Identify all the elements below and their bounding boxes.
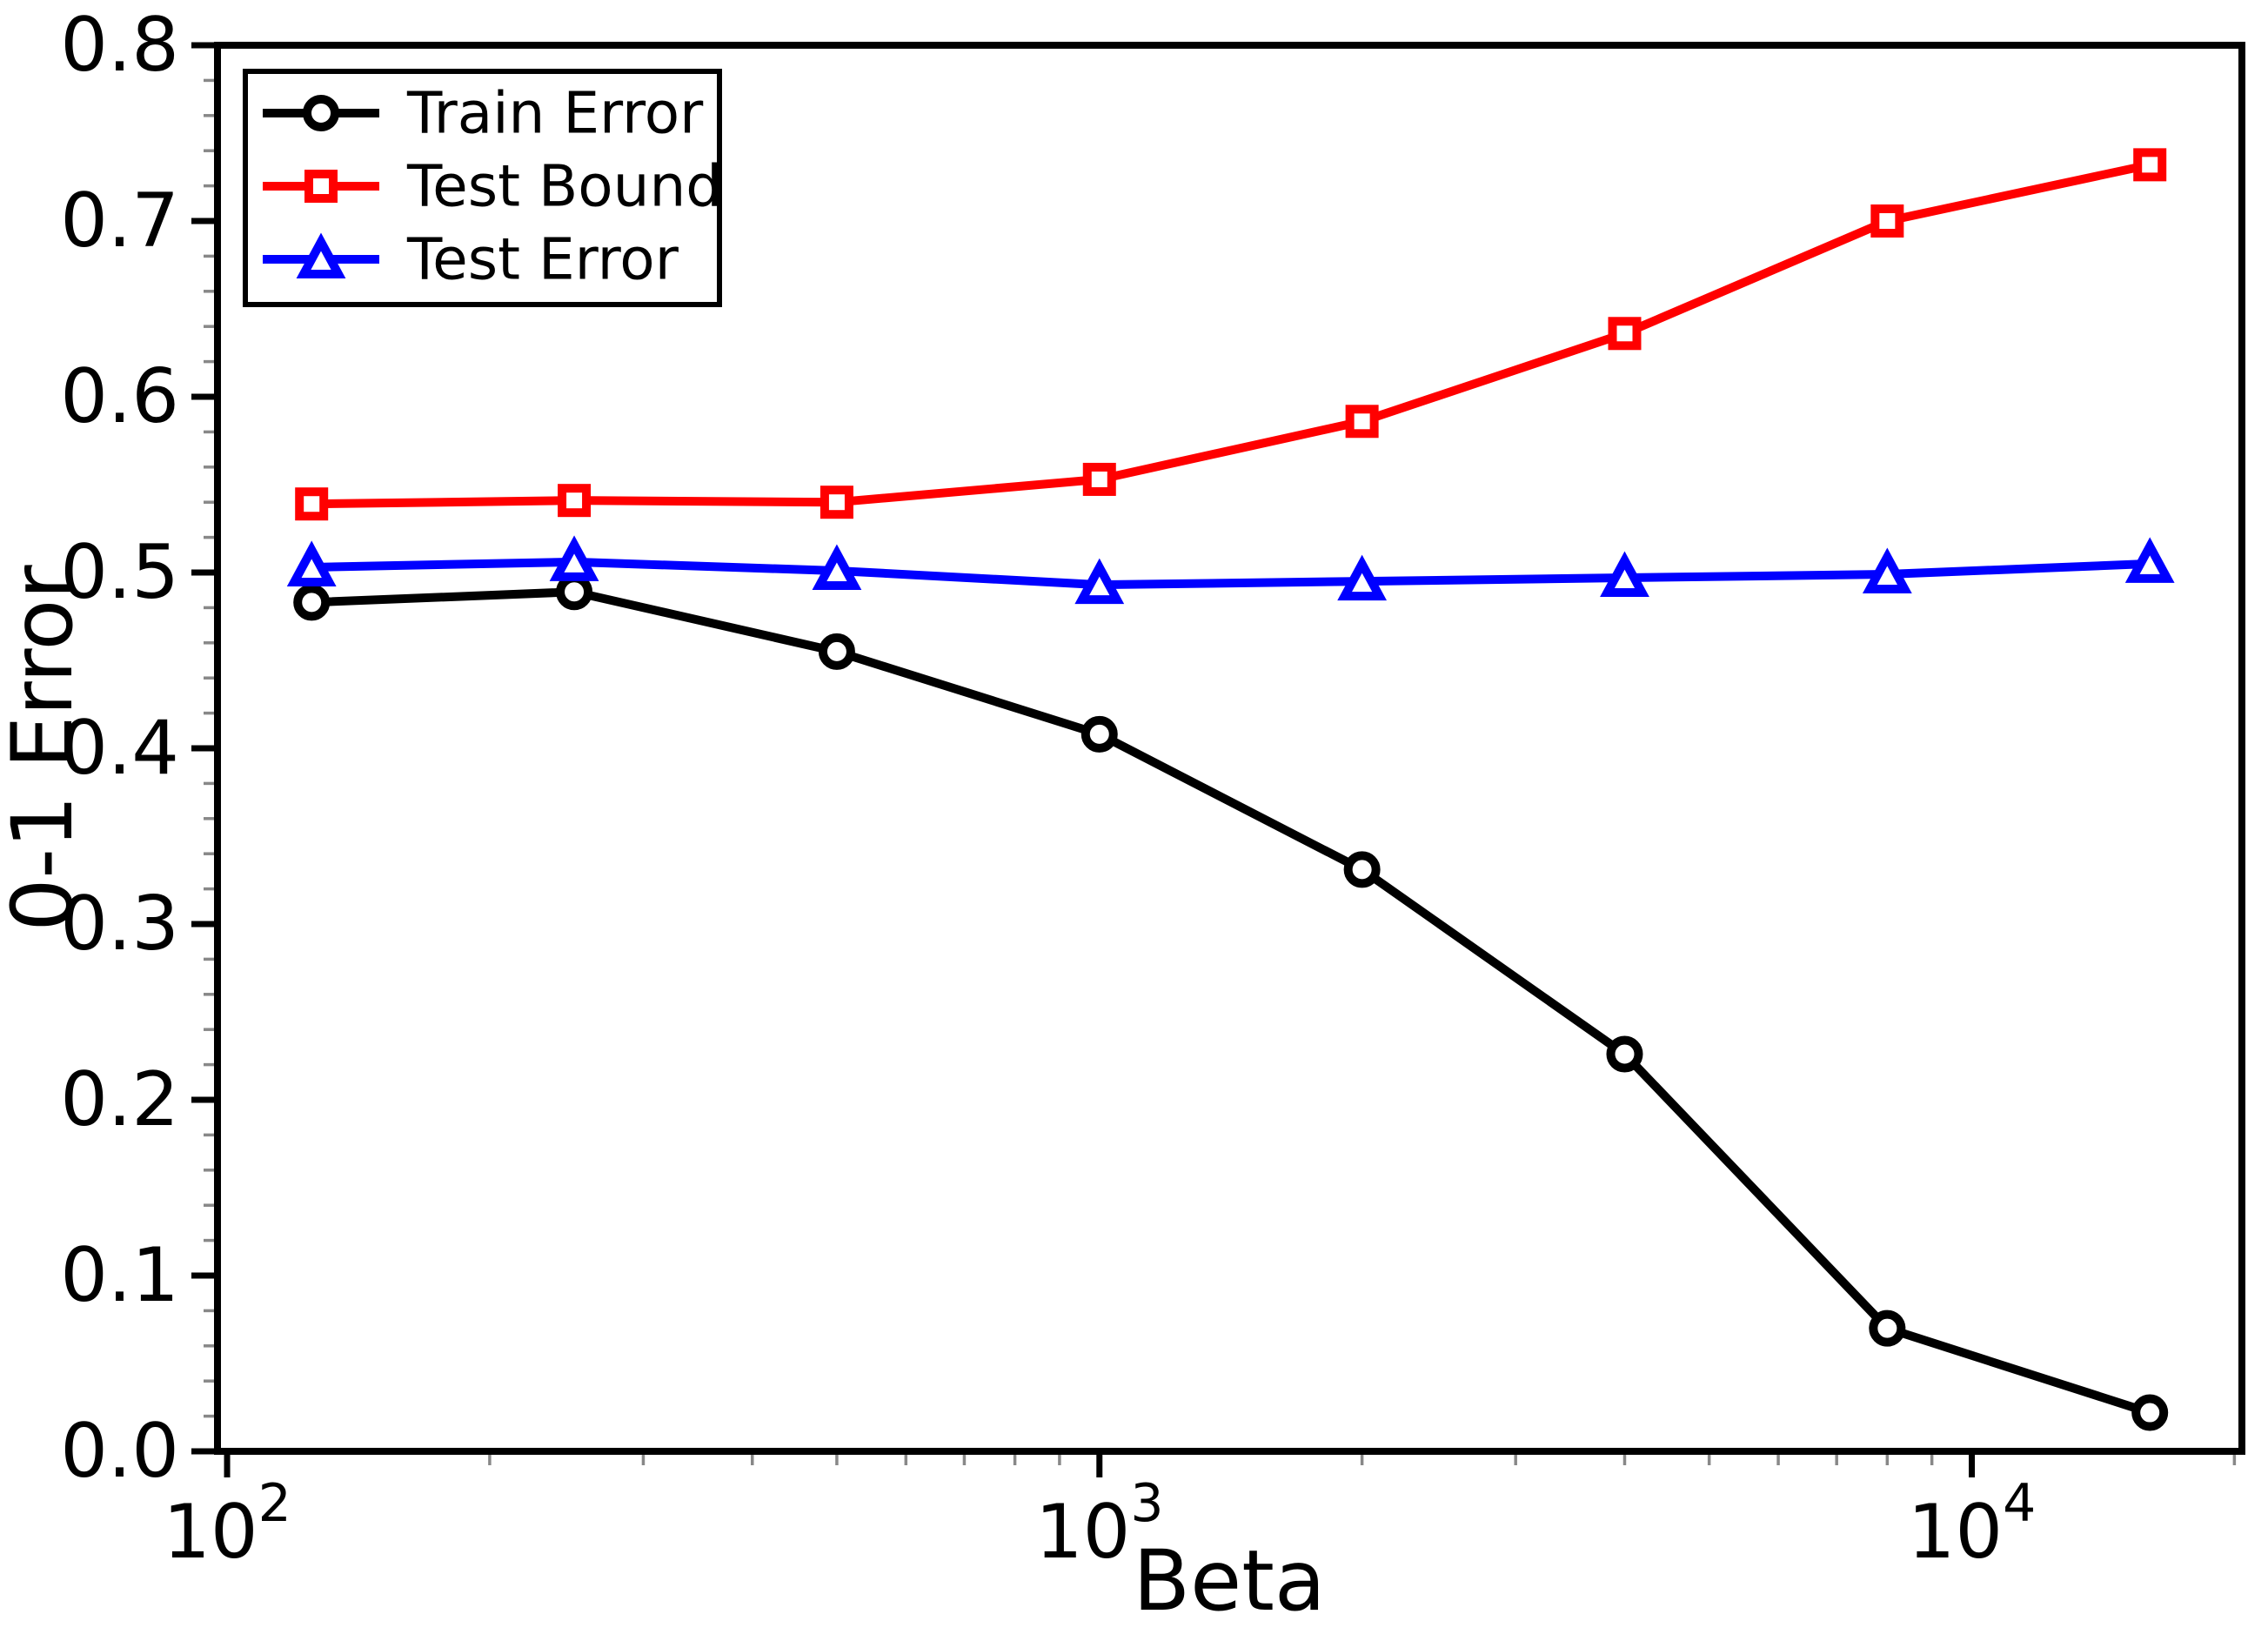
marker-triangle <box>2124 537 2175 583</box>
marker-square <box>558 484 592 518</box>
y-tick-label: 0.6 <box>60 353 179 440</box>
x-axis-label: Beta <box>1133 1532 1325 1630</box>
x-tick-label-exponent: 3 <box>1130 1473 1163 1534</box>
y-tick-label: 0.7 <box>60 177 179 265</box>
series-train-error <box>293 573 2169 1431</box>
plot-frame <box>214 42 2245 1455</box>
marker-triangle <box>1074 558 1125 605</box>
marker-circle <box>1869 1309 1906 1347</box>
marker-circle <box>818 633 855 670</box>
marker-circle <box>1080 715 1118 753</box>
marker-triangle <box>812 544 862 590</box>
series-line-test-bound <box>307 160 2155 509</box>
y-axis-label: 0-1 Error <box>0 565 91 932</box>
legend-label: Train Error <box>406 80 704 147</box>
x-tick-label: 104 <box>1908 1473 2037 1576</box>
x-tick-label: 103 <box>1035 1473 1164 1576</box>
marker-square <box>1082 462 1116 496</box>
legend-entry-test-error: Test Error <box>263 226 679 293</box>
marker-circle <box>556 573 593 611</box>
marker-triangle <box>549 535 599 581</box>
marker-circle <box>293 584 331 621</box>
y-tick-label: 0.1 <box>60 1232 179 1319</box>
marker-triangle <box>1337 554 1388 601</box>
series-line-train-error <box>307 587 2155 1417</box>
x-tick-label-base: 10 <box>1908 1489 2003 1576</box>
marker-square <box>1870 204 1904 238</box>
x-tick-label-exponent: 4 <box>2003 1473 2036 1534</box>
series-test-error <box>286 535 2175 605</box>
legend-entry-test-bound: Test Bound <box>263 153 722 220</box>
marker-triangle <box>286 540 337 586</box>
legend-label: Test Error <box>406 226 679 293</box>
marker-circle <box>2131 1394 2169 1431</box>
marker-circle <box>1606 1035 1643 1073</box>
series-test-bound <box>295 148 2167 521</box>
y-tick-label: 0.8 <box>60 2 179 89</box>
x-tick-label-base: 10 <box>1035 1489 1130 1576</box>
x-tick-label-base: 10 <box>163 1489 258 1576</box>
marker-square <box>1608 317 1642 351</box>
series-line-test-error <box>307 557 2155 590</box>
marker-triangle <box>1862 547 1912 594</box>
x-tick-label-exponent: 2 <box>258 1473 291 1534</box>
legend-label: Test Bound <box>406 153 722 220</box>
x-tick-label: 102 <box>163 1473 291 1576</box>
y-tick-label: 0.4 <box>60 705 179 792</box>
marker-square <box>2133 148 2167 182</box>
marker-triangle <box>296 232 346 278</box>
marker-square <box>1345 405 1379 439</box>
y-tick-label: 0.2 <box>60 1056 179 1143</box>
marker-square <box>295 487 329 521</box>
marker-circle <box>1343 851 1381 888</box>
marker-triangle <box>1600 551 1649 598</box>
y-tick-label: 0.0 <box>60 1408 179 1495</box>
marker-square <box>820 486 853 519</box>
y-tick-label: 0.5 <box>60 529 179 616</box>
y-tick-label: 0.3 <box>60 881 179 968</box>
marker-circle <box>303 95 339 131</box>
marker-square <box>304 170 338 203</box>
legend-entry-train-error: Train Error <box>263 80 704 147</box>
